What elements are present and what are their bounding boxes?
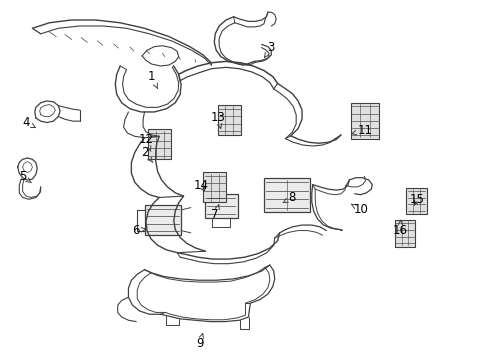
Bar [264, 178, 310, 212]
Text: 13: 13 [210, 112, 224, 129]
Text: 6: 6 [132, 224, 145, 237]
Text: 14: 14 [194, 179, 209, 192]
Bar [144, 205, 181, 235]
Bar [204, 194, 237, 218]
Text: 1: 1 [148, 70, 157, 89]
Bar [217, 105, 241, 135]
Bar [148, 130, 171, 159]
Bar [406, 188, 426, 215]
Bar [394, 220, 414, 247]
Text: 11: 11 [351, 124, 372, 137]
Text: 10: 10 [350, 203, 368, 216]
Text: 12: 12 [138, 133, 153, 152]
Text: 9: 9 [196, 333, 203, 350]
Text: 3: 3 [264, 41, 274, 57]
Bar [350, 103, 378, 139]
Text: 2: 2 [141, 146, 153, 162]
Text: 5: 5 [19, 170, 31, 183]
Text: 4: 4 [22, 116, 35, 129]
Text: 15: 15 [409, 193, 424, 206]
Text: 8: 8 [283, 191, 295, 204]
Text: 16: 16 [392, 220, 407, 237]
Bar [203, 172, 226, 202]
Text: 7: 7 [211, 205, 219, 221]
